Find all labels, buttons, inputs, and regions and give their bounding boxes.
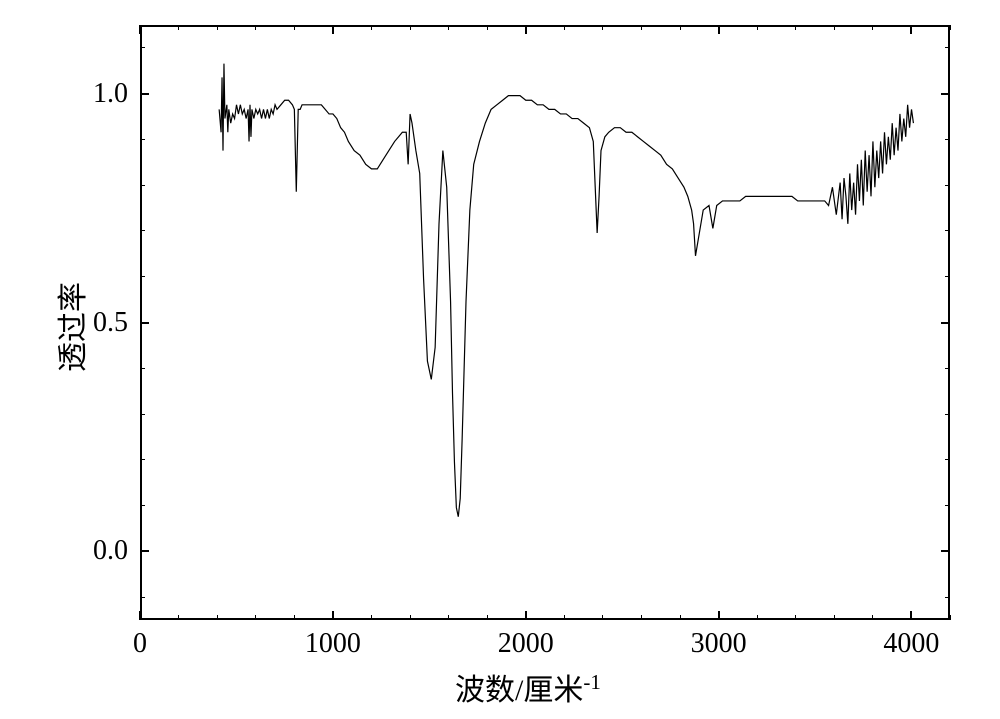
x-axis-label: 波数/厘米-1	[455, 665, 601, 709]
y-tick-label: 0.5	[93, 307, 128, 339]
y-axis-label: 透过率	[48, 282, 92, 372]
ir-spectrum-chart: 0 1000 2000 3000 4000 0.0 0.5 1.0 透过率 波数/厘米-1	[0, 0, 1000, 719]
x-tick-label: 4000	[883, 628, 939, 660]
x-tick-label: 1000	[305, 628, 361, 660]
x-tick-label: 3000	[691, 628, 747, 660]
y-tick-label: 1.0	[93, 78, 128, 110]
y-tick-label: 0.0	[93, 535, 128, 567]
spectrum-line	[142, 27, 952, 622]
plot-area	[140, 25, 950, 620]
x-tick-label: 0	[133, 628, 147, 660]
x-tick-label: 2000	[498, 628, 554, 660]
